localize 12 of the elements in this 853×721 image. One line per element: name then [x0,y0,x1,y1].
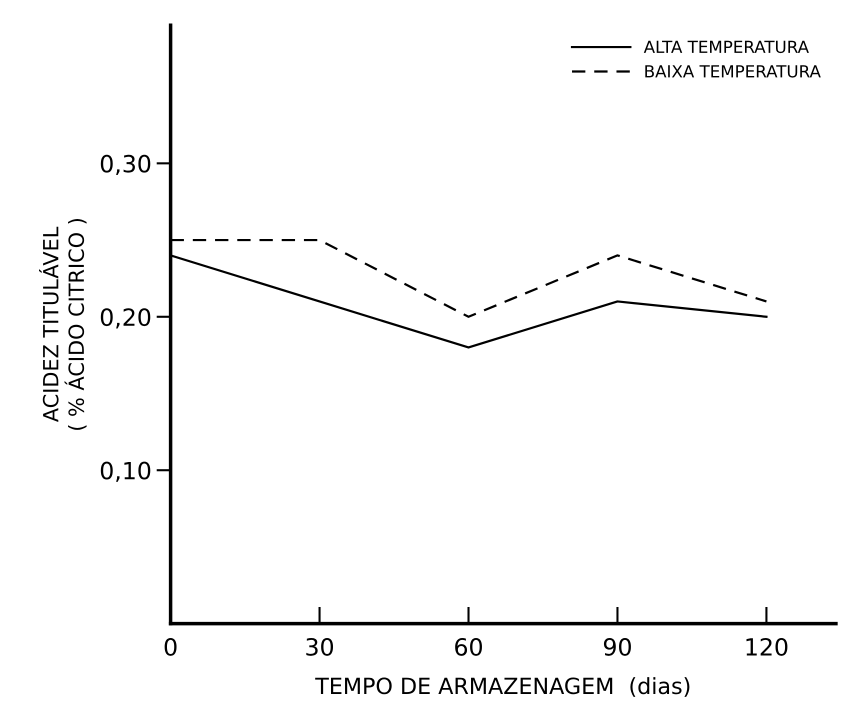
legend-label: BAIXA TEMPERATURA [645,65,821,78]
y-tick-label: 0,30 [100,154,150,176]
x-tick-label: 60 [455,638,482,656]
y-tick-label: 0,10 [100,462,150,482]
x-tick-label: 120 [746,638,788,656]
x-tick-label: 90 [604,638,631,656]
y-axis-title: ACIDEZ TITULÁVEL ( % ÁCIDO CITRICO ) [39,218,87,430]
x-tick-label: 30 [306,638,334,656]
x-axis-title: TEMPO DE ARMAZENAGEM (dias) [315,677,690,697]
x-tick-label: 0 [164,638,177,656]
y-tick-label: 0,20 [100,308,150,328]
legend-label: ALTA TEMPERATURA [644,40,809,54]
